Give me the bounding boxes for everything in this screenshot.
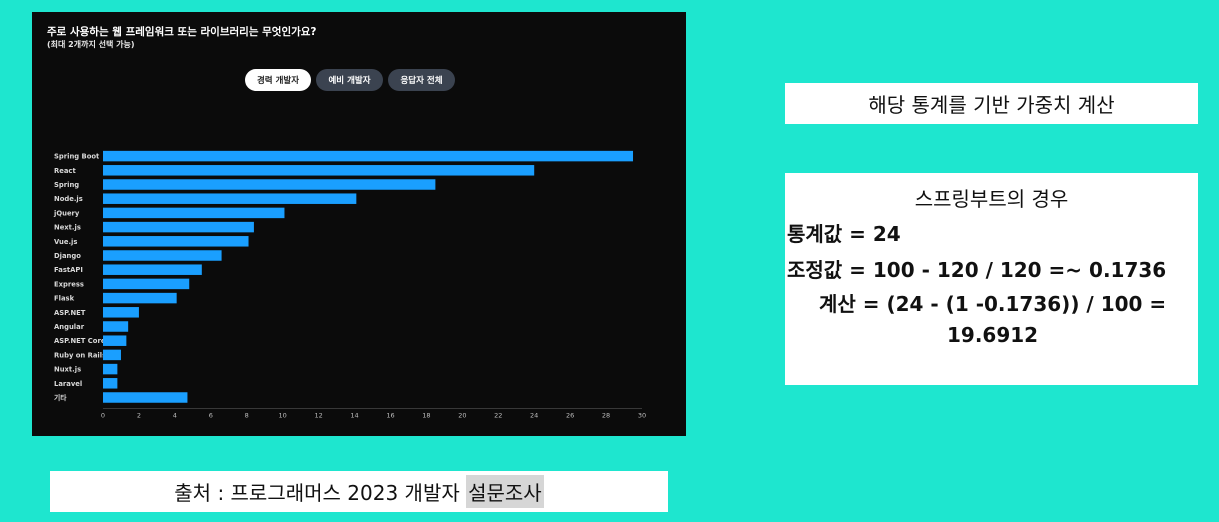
chart-panel: Spring Boot React Spring Node.js jQuery Next.… [32, 12, 686, 436]
x-tick-label: 0 [101, 412, 105, 420]
source-box: 출처 : 프로그래머스 2023 개발자 설문조사 [50, 471, 668, 512]
bar [103, 349, 121, 361]
category-label: jQuery [53, 209, 80, 217]
category-label: Nuxt.js [54, 366, 81, 374]
category-label: 기타 [54, 393, 67, 402]
bar [103, 207, 285, 219]
source-text: 출처 : 프로그래머스 2023 개발자 [174, 481, 467, 505]
bar [103, 292, 177, 304]
chart-subtitle: (최대 2개까지 선택 가능) [47, 40, 135, 49]
bar [103, 179, 436, 190]
category-label: Laravel [54, 380, 82, 388]
x-tick-label: 24 [530, 412, 538, 420]
x-tick-label: 18 [422, 412, 430, 420]
x-tick-label: 20 [458, 412, 466, 420]
calculation-box: 스프링부트의 경우 통계값 = 24 조정값 = 100 - 120 / 120… [785, 173, 1198, 385]
x-tick-label: 12 [314, 412, 322, 420]
category-label: Express [54, 280, 84, 288]
bar [103, 236, 249, 247]
category-label: Django [54, 252, 81, 260]
category-label: Spring Boot [54, 153, 100, 161]
source-highlight: 설문조사 [466, 475, 544, 508]
tab-all-respondents[interactable]: 응답자 전체 [388, 69, 455, 91]
calc-result-line: 19.6912 [947, 323, 1039, 347]
x-tick-label: 16 [386, 412, 394, 420]
bar [103, 221, 254, 233]
adjust-value-line: 조정값 = 100 - 120 / 120 =~ 0.1736 [787, 258, 1167, 282]
x-tick-label: 4 [173, 412, 177, 420]
category-label: Angular [54, 323, 85, 331]
calc-formula-line: 계산 = (24 - (1 -0.1736)) / 100 = [819, 292, 1167, 316]
category-label: Spring [54, 181, 79, 189]
weight-calc-title-box: 해당 통계를 기반 가중치 계산 [785, 83, 1198, 124]
tab-experienced-developer[interactable]: 경력 개발자 [245, 69, 311, 91]
category-label: ASP.NET [54, 309, 86, 317]
x-tick-label: 14 [350, 412, 358, 420]
x-tick-label: 10 [279, 412, 287, 420]
x-tick-label: 22 [494, 412, 502, 420]
bar [103, 321, 129, 332]
bar [103, 363, 118, 375]
stat-value-line: 통계값 = 24 [787, 222, 901, 246]
tab-aspiring-developer[interactable]: 예비 개발자 [316, 69, 383, 91]
category-label: FastAPI [54, 266, 83, 274]
x-tick-label: 30 [638, 412, 646, 420]
category-label: React [54, 167, 76, 175]
bar [103, 378, 118, 389]
bar [103, 165, 535, 176]
weight-calc-title: 해당 통계를 기반 가중치 계산 [868, 93, 1115, 117]
bar [103, 150, 634, 162]
x-tick-label: 8 [245, 412, 249, 420]
chart-title: 주로 사용하는 웹 프레임워크 또는 라이브러리는 무엇인가요? [47, 26, 317, 38]
category-label: Flask [54, 295, 75, 303]
bar [103, 335, 127, 346]
bar [103, 193, 357, 204]
x-tick-label: 26 [566, 412, 574, 420]
category-label: Vue.js [54, 238, 77, 246]
category-label: Ruby on Rails [54, 351, 106, 359]
bar [103, 392, 188, 403]
category-label: Node.js [54, 195, 83, 203]
calc-heading: 스프링부트의 경우 [914, 187, 1069, 211]
bar [103, 264, 202, 275]
category-label: ASP.NET Core [54, 337, 106, 345]
x-tick-label: 2 [137, 412, 141, 420]
bar [103, 278, 190, 290]
bar [103, 307, 139, 318]
x-tick-label: 6 [209, 412, 213, 420]
bar [103, 250, 222, 261]
category-label: Next.js [54, 224, 81, 232]
bar-chart: Spring Boot React Spring Node.js jQuery Next.… [53, 150, 646, 420]
x-tick-label: 28 [602, 412, 610, 420]
